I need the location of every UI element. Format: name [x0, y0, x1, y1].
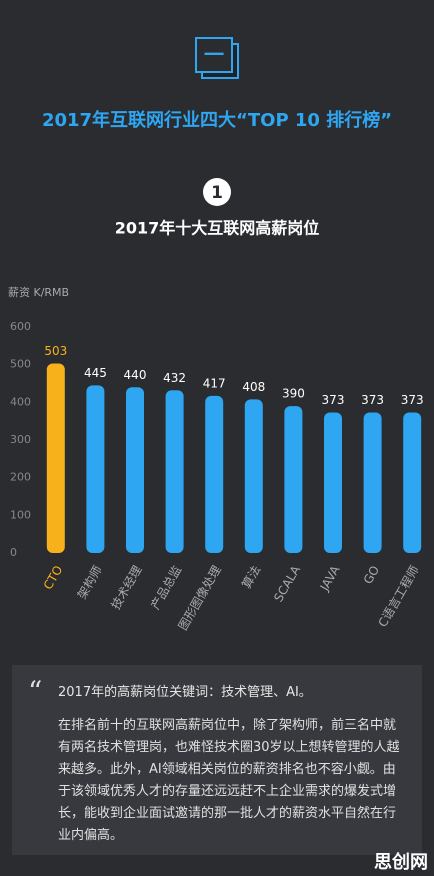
x-tick-label: 架构师	[74, 563, 105, 602]
value-label: 445	[84, 366, 107, 380]
number-text: 1	[211, 183, 223, 203]
value-label: 440	[124, 368, 147, 382]
note-box: “ 2017年的高薪岗位关键词：技术管理、AI。 在排名前十的互联网高薪岗位中，…	[12, 665, 422, 855]
icon-box	[195, 37, 233, 73]
bar	[284, 406, 303, 553]
icon-text: 一	[204, 43, 224, 67]
x-tick-label: CTO	[41, 563, 66, 592]
bar	[324, 412, 342, 553]
x-tick-label: 技术经理	[108, 563, 144, 612]
value-label: 373	[322, 393, 345, 407]
header-title: 2017年互联网行业四大“TOP 10 排行榜”	[42, 109, 392, 131]
bar	[205, 395, 224, 553]
x-tick-label: 算法	[238, 563, 263, 591]
value-label: 417	[203, 376, 226, 390]
number-badge	[203, 178, 231, 206]
value-label: 373	[401, 393, 424, 407]
x-tick-label: 图形图像处理	[176, 563, 224, 632]
bar	[86, 385, 105, 553]
chart-title: 2017年十大互联网高薪岗位	[115, 219, 320, 238]
value-label: 432	[163, 371, 186, 385]
note-body: 在排名前十的互联网高薪岗位中，除了架构师，前三名中就有两名技术管理岗，也难怪技术…	[58, 718, 400, 843]
bar	[363, 412, 382, 553]
keywords: 2017年的高薪岗位关键词：技术管理、AI。	[58, 685, 312, 700]
bar	[165, 390, 184, 553]
y-axis-label: 薪资 K/RMB	[8, 286, 69, 299]
y-tick-label: 0	[10, 546, 17, 559]
value-label: 390	[282, 387, 305, 401]
x-tick-label: 产品总监	[148, 563, 184, 612]
bar	[46, 363, 65, 553]
x-tick-label: C语言工程师	[375, 563, 422, 630]
bar	[244, 399, 263, 553]
value-label: 373	[361, 393, 384, 407]
quote-mark: “	[28, 675, 43, 708]
x-tick-label: GO	[361, 563, 382, 586]
x-tick-label: SCALA	[271, 563, 303, 605]
bar	[126, 387, 144, 553]
x-tick-label: JAVA	[317, 563, 343, 594]
bar	[403, 412, 422, 553]
y-tick-label: 100	[10, 508, 31, 521]
y-tick-label: 200	[10, 471, 31, 484]
y-tick-label: 400	[10, 395, 31, 408]
watermark: 思创网	[374, 852, 428, 873]
value-label: 503	[44, 344, 67, 358]
y-tick-label: 500	[10, 358, 31, 371]
value-label: 408	[242, 380, 265, 394]
y-tick-label: 300	[10, 433, 31, 446]
y-tick-label: 600	[10, 320, 31, 333]
